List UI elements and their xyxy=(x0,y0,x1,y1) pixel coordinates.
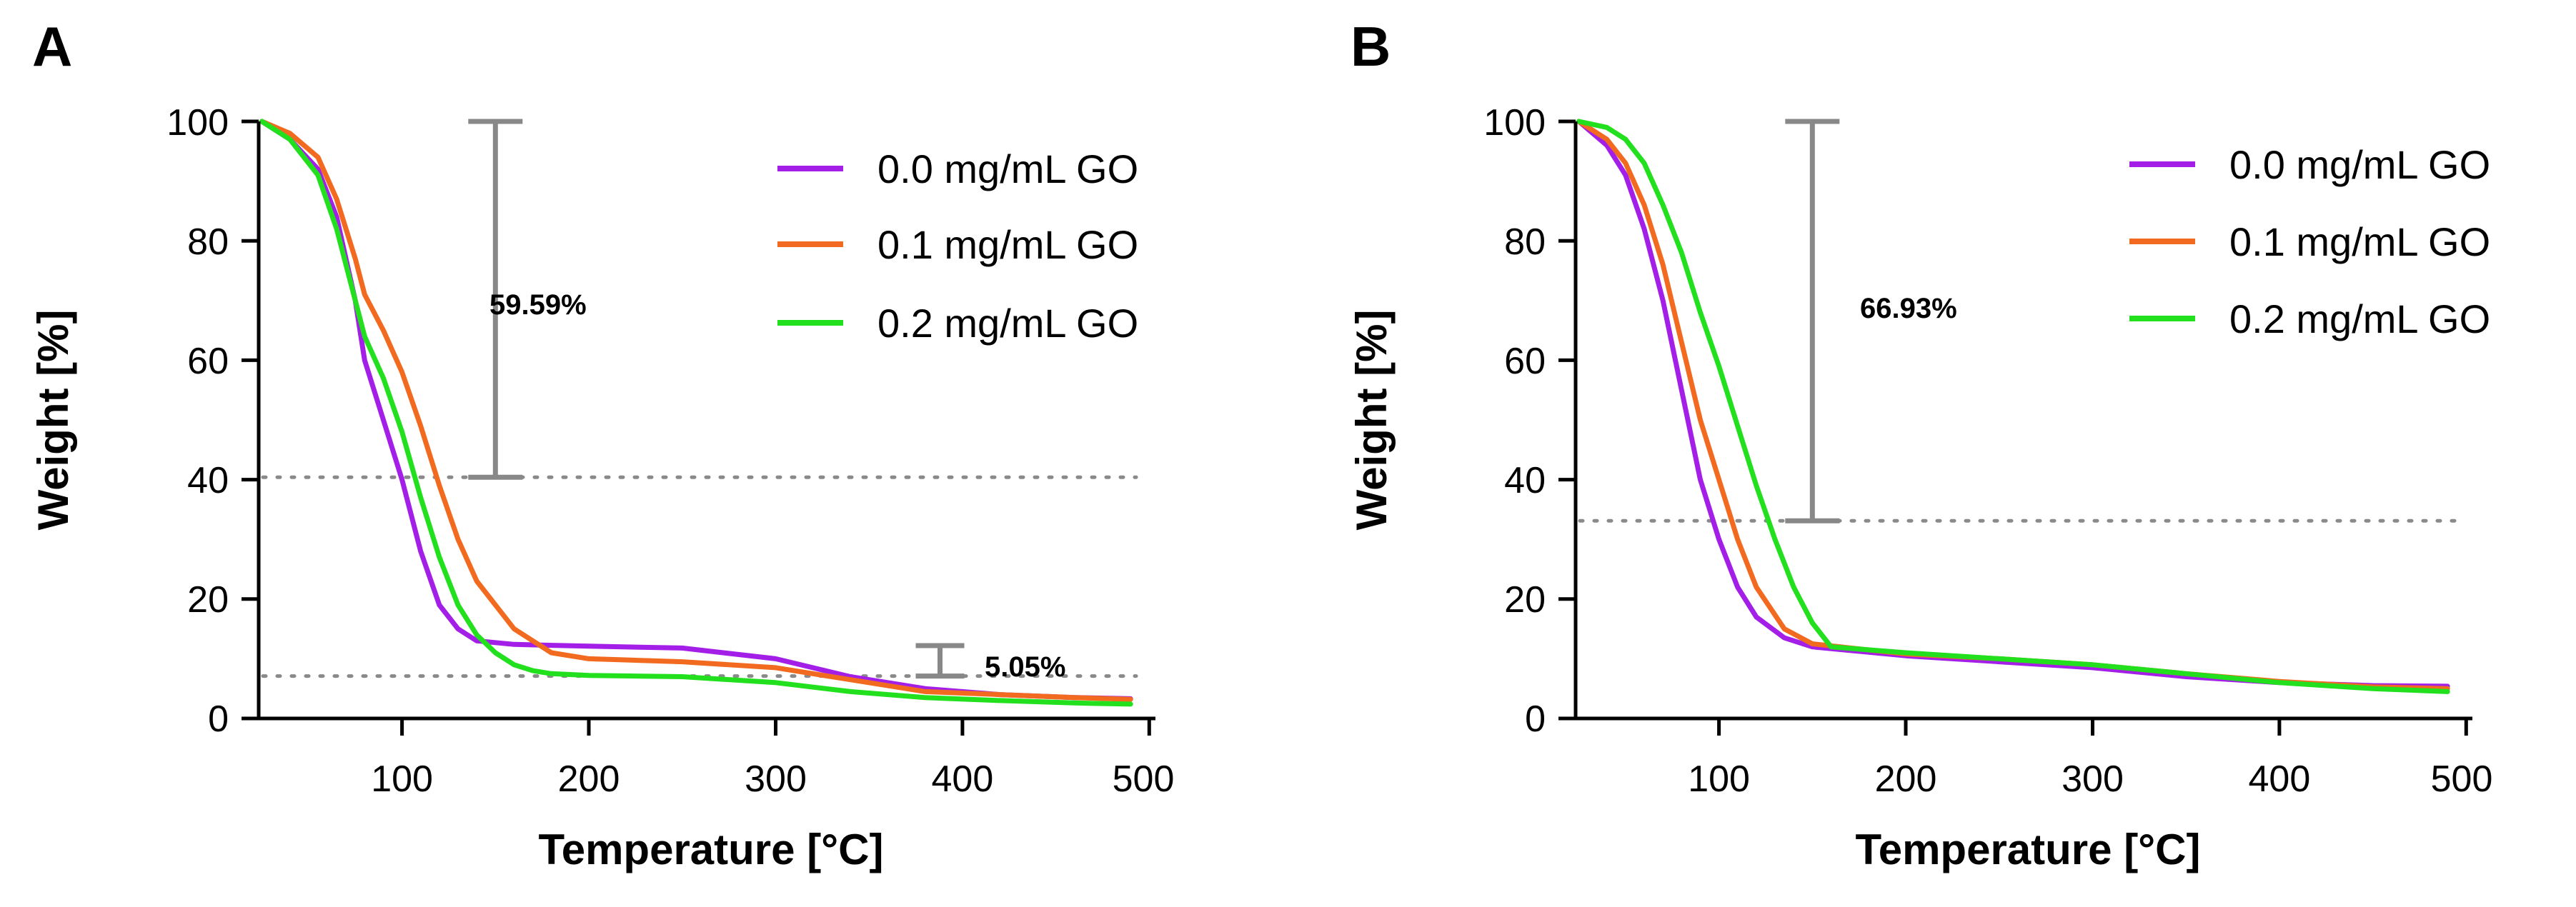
panel-b-axis-lines xyxy=(1573,121,2472,721)
panel-a-ytick-label-100: 100 xyxy=(166,102,229,144)
panel-a-series-line-3 xyxy=(259,119,1133,707)
panel-a-reference-lines xyxy=(261,475,1138,678)
panel-a-ytick-label-20: 20 xyxy=(187,579,229,621)
panel-b-annotation-1: 66.93% xyxy=(1860,293,1957,324)
panel-b-ytick-label-0: 0 xyxy=(1525,698,1546,740)
panel-a-series-line-2 xyxy=(259,119,1133,702)
panel-b-ticks xyxy=(1558,119,2468,736)
panel-a-legend-label-3: 0.2 mg/mL GO xyxy=(877,301,1138,346)
panel-b: B 66.93% xyxy=(1348,15,2492,873)
panel-a-xtick-label-500: 500 xyxy=(1113,758,1175,800)
panel-a-legend-label-2: 0.1 mg/mL GO xyxy=(877,222,1138,267)
panel-b-x-axis-title: Temperature [°C] xyxy=(1856,826,2201,873)
panel-a-legend-label-1: 0.0 mg/mL GO xyxy=(877,146,1138,191)
panel-b-series xyxy=(1576,119,2450,694)
panel-b-series-line-2 xyxy=(1576,119,2450,691)
panel-b-xtick-label-300: 300 xyxy=(2062,758,2124,800)
panel-a-y-axis-title: Weight [%] xyxy=(29,310,77,531)
panel-a-legend: 0.0 mg/mL GO 0.1 mg/mL GO 0.2 mg/mL GO xyxy=(777,146,1138,346)
panel-b-legend-label-1: 0.0 mg/mL GO xyxy=(2229,142,2490,187)
panel-b-letter: B xyxy=(1351,15,1391,78)
panel-b-bracket-1 xyxy=(1785,119,1840,523)
panel-a-annotation-2: 5.05% xyxy=(985,651,1065,683)
panel-a-letter: A xyxy=(32,15,72,78)
panel-b-axes: 0 20 40 60 80 100 100 200 300 400 500 Te… xyxy=(1348,102,2492,873)
panel-a: A 59.59% 5.05% xyxy=(29,15,1174,873)
panel-b-annotations: 66.93% xyxy=(1785,119,1957,523)
panel-a-ytick-label-0: 0 xyxy=(208,698,229,740)
panel-a-annotations: 59.59% 5.05% xyxy=(468,119,1065,683)
panel-a-axes: 0 20 40 60 80 100 100 200 300 400 500 Te… xyxy=(29,102,1174,873)
panel-a-xtick-label-300: 300 xyxy=(745,758,807,800)
panel-a-xtick-label-100: 100 xyxy=(371,758,433,800)
panel-a-xtick-label-200: 200 xyxy=(558,758,620,800)
panel-b-xtick-label-200: 200 xyxy=(1875,758,1937,800)
panel-b-y-axis-title: Weight [%] xyxy=(1348,310,1396,531)
panel-a-axis-lines xyxy=(257,121,1155,721)
panel-b-series-line-1 xyxy=(1576,119,2450,689)
panel-b-legend-label-3: 0.2 mg/mL GO xyxy=(2229,296,2490,341)
panel-b-ytick-label-100: 100 xyxy=(1483,102,1546,144)
panel-a-x-axis-title: Temperature [°C] xyxy=(539,826,884,873)
panel-b-xtick-label-500: 500 xyxy=(2431,758,2493,800)
panel-b-ytick-label-40: 40 xyxy=(1504,460,1546,501)
panel-a-ytick-label-40: 40 xyxy=(187,460,229,501)
panel-b-xtick-label-400: 400 xyxy=(2249,758,2311,800)
panel-b-ytick-label-20: 20 xyxy=(1504,579,1546,621)
panel-a-xtick-label-400: 400 xyxy=(932,758,994,800)
panel-a-ytick-label-60: 60 xyxy=(187,341,229,382)
panel-a-annotation-1: 59.59% xyxy=(489,289,587,321)
panel-b-series-line-3 xyxy=(1576,119,2450,694)
panel-b-xtick-label-100: 100 xyxy=(1688,758,1750,800)
panel-a-series xyxy=(259,119,1133,707)
panel-a-ytick-label-80: 80 xyxy=(187,221,229,263)
panel-a-bracket-1 xyxy=(468,119,523,480)
panel-a-ticks xyxy=(242,119,1151,736)
panel-a-bracket-2 xyxy=(915,643,965,679)
panel-b-ytick-label-80: 80 xyxy=(1504,221,1546,263)
panel-b-legend: 0.0 mg/mL GO 0.1 mg/mL GO 0.2 mg/mL GO xyxy=(2129,142,2490,341)
panel-b-ytick-label-60: 60 xyxy=(1504,341,1546,382)
panel-b-legend-label-2: 0.1 mg/mL GO xyxy=(2229,219,2490,264)
